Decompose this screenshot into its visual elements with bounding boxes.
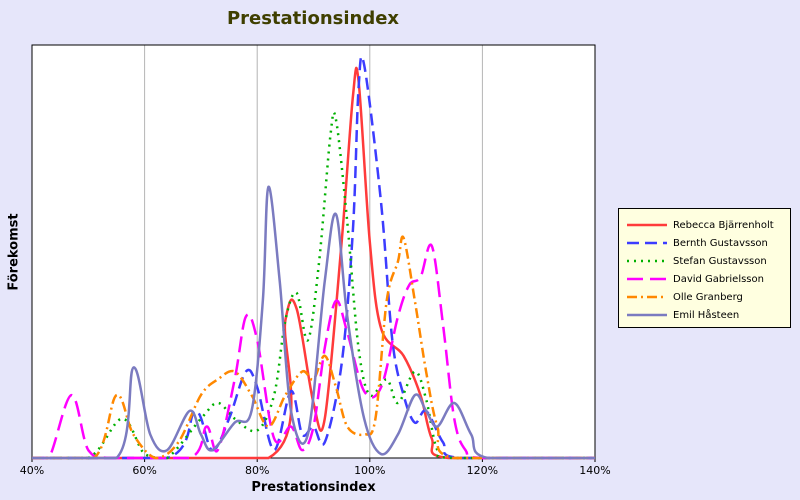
legend-item: Bernth Gustavsson bbox=[619, 234, 790, 252]
legend-label: Bernth Gustavsson bbox=[673, 237, 768, 249]
x-tick-label: 80% bbox=[245, 464, 269, 477]
legend-label: Stefan Gustavsson bbox=[673, 255, 767, 267]
x-tick-label: 40% bbox=[20, 464, 44, 477]
legend-item: David Gabrielsson bbox=[619, 270, 790, 288]
legend-item: Olle Granberg bbox=[619, 288, 790, 306]
series-3-line bbox=[31, 243, 595, 460]
legend-swatch bbox=[627, 295, 667, 299]
x-tick-label: 120% bbox=[467, 464, 498, 477]
legend-swatch bbox=[627, 241, 667, 245]
legend: Rebecca Bjärrenholt Bernth Gustavsson Stef… bbox=[618, 208, 791, 328]
series-1-line bbox=[31, 55, 595, 460]
y-axis-label: Förekomst bbox=[6, 213, 22, 291]
legend-swatch bbox=[627, 277, 667, 281]
plot-border bbox=[31, 44, 596, 459]
x-tick-label: 60% bbox=[132, 464, 156, 477]
x-tick-label: 100% bbox=[354, 464, 385, 477]
legend-item: Emil Håsteen bbox=[619, 306, 790, 324]
series-4-line bbox=[31, 235, 595, 460]
series-2-line bbox=[31, 111, 595, 460]
legend-swatch bbox=[627, 313, 667, 317]
series-5-line bbox=[31, 185, 595, 460]
chart-title: Prestationsindex bbox=[226, 8, 400, 29]
legend-item: Stefan Gustavsson bbox=[619, 252, 790, 270]
x-axis-label: Prestationsindex bbox=[251, 480, 376, 495]
legend-swatch bbox=[627, 223, 667, 227]
legend-label: Rebecca Bjärrenholt bbox=[673, 219, 774, 231]
legend-label: Olle Granberg bbox=[673, 291, 743, 303]
legend-item: Rebecca Bjärrenholt bbox=[619, 216, 790, 234]
legend-label: David Gabrielsson bbox=[673, 273, 764, 285]
x-tick-label: 140% bbox=[579, 464, 610, 477]
legend-label: Emil Håsteen bbox=[673, 309, 740, 321]
legend-swatch bbox=[627, 259, 667, 263]
